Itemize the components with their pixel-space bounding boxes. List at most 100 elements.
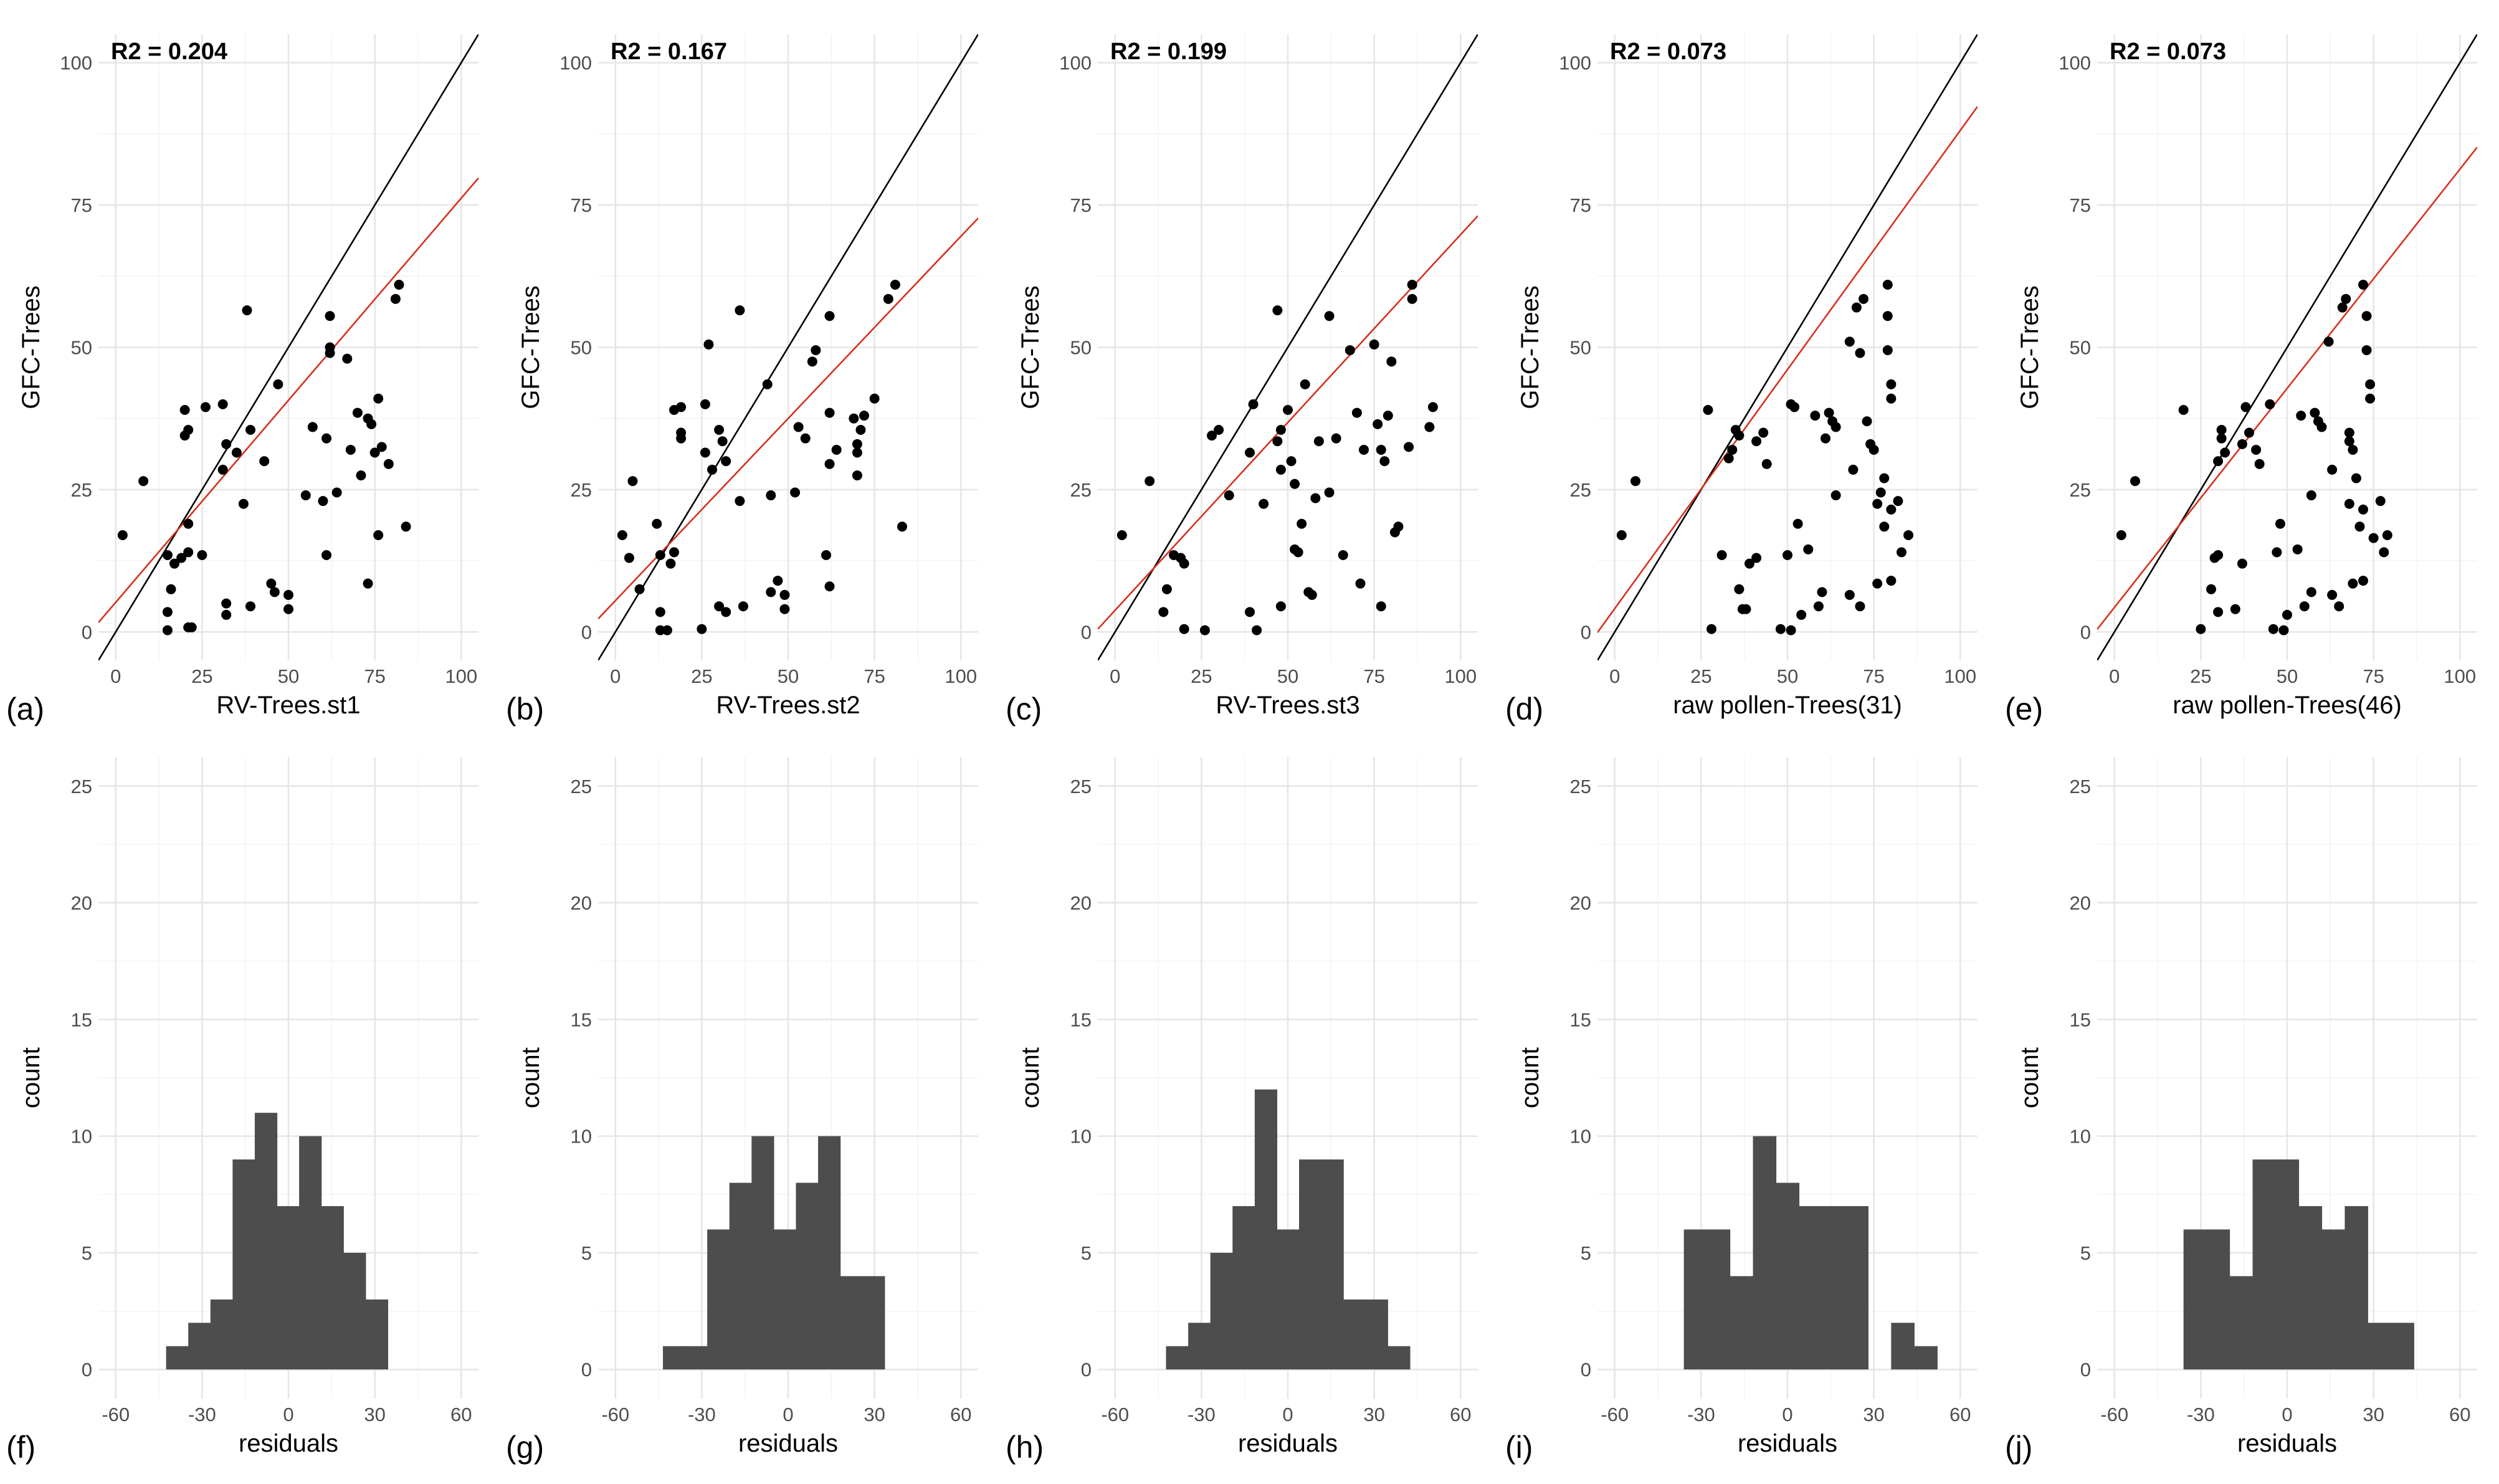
data-point — [2365, 379, 2376, 389]
data-point — [1376, 444, 1386, 455]
y-tick-label: 25 — [1070, 479, 1092, 501]
histogram-bar — [1299, 1159, 1322, 1370]
panel-letter: (f) — [6, 1430, 36, 1465]
data-point — [1803, 544, 1814, 554]
x-tick-label: 50 — [278, 665, 299, 687]
data-point — [2272, 547, 2282, 558]
histogram-bar — [2183, 1229, 2207, 1370]
data-point — [2230, 604, 2240, 614]
data-point — [383, 459, 394, 469]
y-tick-label: 20 — [571, 892, 592, 914]
x-tick-label: 25 — [191, 665, 212, 687]
x-tick-label: 0 — [110, 665, 121, 687]
data-point — [773, 576, 783, 586]
data-point — [1851, 302, 1862, 313]
panel-letter: (e) — [2005, 692, 2043, 726]
data-point — [283, 604, 293, 614]
regression-line — [98, 177, 478, 624]
data-point — [179, 405, 190, 415]
data-point — [1751, 553, 1762, 563]
panel-letter: (h) — [1006, 1430, 1044, 1465]
panel-e: 0 25 50 75 100 0 25 50 75 100 raw pollen-Trees(46)… — [2005, 34, 2477, 726]
data-point — [652, 518, 662, 529]
data-point — [1224, 490, 1234, 501]
data-point — [1407, 293, 1417, 304]
data-point — [2240, 402, 2251, 412]
data-point — [897, 521, 907, 532]
x-tick-label: 60 — [1949, 1404, 1971, 1425]
y-tick-label: 0 — [581, 1359, 592, 1381]
data-point — [1290, 478, 1300, 489]
data-point — [197, 549, 207, 560]
y-tick-label: 100 — [60, 52, 92, 74]
y-tick-label: 100 — [1059, 52, 1092, 74]
data-point — [1848, 464, 1859, 475]
data-point — [779, 604, 790, 614]
data-point — [242, 305, 252, 316]
data-point — [1116, 530, 1127, 540]
panel-letter: (d) — [1505, 692, 1543, 726]
data-point — [1307, 589, 1317, 600]
data-point — [1810, 411, 1821, 421]
data-point — [1275, 424, 1286, 435]
data-point — [1886, 504, 1897, 515]
panel-c: 0 25 50 75 100 0 25 50 75 100 RV-Trees.st3 GFC-Tree… — [1006, 34, 1478, 726]
y-tick-label: 50 — [571, 337, 592, 359]
panel-b: 0 25 50 75 100 0 25 50 75 100 RV-Trees.st2 GFC-Tree… — [506, 34, 978, 726]
data-point — [1345, 345, 1355, 356]
histogram-bar — [232, 1159, 255, 1370]
data-point — [869, 393, 880, 404]
data-point — [676, 402, 687, 412]
y-tick-label: 0 — [2080, 621, 2091, 643]
data-point — [1813, 601, 1824, 612]
x-tick-label: 30 — [2363, 1404, 2384, 1425]
y-axis-title: GFC-Trees — [1516, 285, 1544, 409]
data-point — [1783, 549, 1792, 560]
histogram-bar — [1388, 1346, 1411, 1370]
data-point — [790, 487, 801, 498]
data-point — [325, 348, 335, 358]
data-point — [1844, 336, 1855, 347]
y-tick-label: 0 — [2080, 1359, 2091, 1381]
data-point — [1313, 436, 1324, 447]
histogram-bar — [862, 1276, 885, 1370]
data-point — [2130, 476, 2140, 487]
data-point — [762, 379, 773, 389]
data-point — [363, 578, 373, 589]
data-point — [283, 589, 293, 600]
data-point — [2310, 407, 2320, 418]
data-point — [1786, 625, 1796, 635]
y-tick-label: 0 — [581, 621, 592, 643]
y-tick-label: 25 — [1570, 479, 1591, 501]
data-point — [183, 518, 194, 529]
data-point — [2337, 302, 2348, 313]
y-tick-label: 15 — [571, 1009, 592, 1030]
data-point — [245, 424, 255, 435]
data-point — [859, 411, 869, 421]
data-point — [1875, 487, 1886, 498]
x-tick-label: -60 — [1101, 1404, 1129, 1425]
data-point — [176, 553, 187, 563]
data-point — [1882, 345, 1893, 356]
y-tick-label: 50 — [71, 337, 92, 359]
data-point — [1373, 419, 1383, 429]
y-tick-label: 10 — [1070, 1126, 1092, 1148]
x-tick-label: 0 — [1282, 1404, 1293, 1425]
x-axis-title: raw pollen-Trees(31) — [1673, 692, 1902, 719]
histogram-bar — [2229, 1276, 2254, 1370]
histogram-bar — [818, 1136, 841, 1370]
histogram-bar — [2252, 1159, 2277, 1370]
data-point — [1338, 549, 1348, 560]
data-point — [2213, 456, 2224, 467]
panel-letter: (j) — [2005, 1430, 2032, 1465]
x-tick-label: 100 — [1444, 665, 1477, 687]
y-tick-label: 0 — [1081, 621, 1092, 643]
data-point — [2368, 533, 2379, 543]
histogram-bar — [1706, 1229, 1731, 1370]
panel-h: -60 -30 0 30 60 0 5 10 15 20 25 residuals count (h) — [1006, 757, 1478, 1465]
x-tick-label: 25 — [691, 665, 712, 687]
data-point — [366, 419, 377, 429]
data-point — [162, 607, 173, 617]
r2-annotation: R2 = 0.073 — [2110, 39, 2226, 65]
x-tick-label: 60 — [2449, 1404, 2470, 1425]
